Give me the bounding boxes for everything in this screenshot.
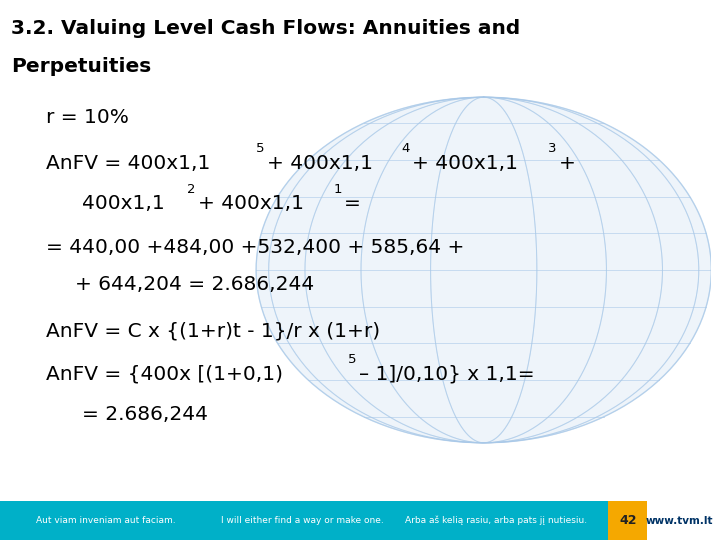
Text: = 440,00 +484,00 +532,400 + 585,64 +: = 440,00 +484,00 +532,400 + 585,64 +: [46, 238, 464, 256]
Text: 5: 5: [348, 353, 357, 366]
Text: 4: 4: [402, 142, 410, 155]
Text: AnFV = 400x1,1: AnFV = 400x1,1: [46, 154, 211, 173]
Text: 400x1,1: 400x1,1: [82, 194, 165, 213]
Text: Arba aš kelią rasiu, arba pats jį nutiesiu.: Arba aš kelią rasiu, arba pats jį nuties…: [405, 516, 588, 525]
Text: +: +: [559, 154, 575, 173]
Text: r = 10%: r = 10%: [46, 108, 129, 127]
Text: + 400x1,1: + 400x1,1: [266, 154, 373, 173]
Text: Perpetuities: Perpetuities: [11, 57, 151, 76]
Text: Aut viam inveniam aut faciam.: Aut viam inveniam aut faciam.: [35, 516, 175, 525]
Bar: [647, 501, 711, 540]
Text: + 400x1,1: + 400x1,1: [198, 194, 304, 213]
Text: AnFV = {400x [(1+0,1): AnFV = {400x [(1+0,1): [46, 364, 283, 383]
Text: 2: 2: [187, 183, 196, 195]
Text: 3: 3: [548, 142, 556, 155]
Text: AnFV = C x {(1+r)t - 1}/r x (1+r): AnFV = C x {(1+r)t - 1}/r x (1+r): [46, 321, 380, 340]
Circle shape: [256, 97, 711, 443]
Text: + 644,204 = 2.686,244: + 644,204 = 2.686,244: [75, 275, 314, 294]
Text: 5: 5: [256, 142, 264, 155]
Text: + 400x1,1: + 400x1,1: [413, 154, 518, 173]
Text: 1: 1: [333, 183, 342, 195]
Text: 42: 42: [619, 514, 636, 527]
Text: I will either find a way or make one.: I will either find a way or make one.: [220, 516, 383, 525]
Text: – 1]/0,10} x 1,1=: – 1]/0,10} x 1,1=: [359, 364, 535, 383]
Text: www.tvm.lt: www.tvm.lt: [646, 516, 713, 525]
Text: = 2.686,244: = 2.686,244: [82, 405, 208, 424]
Text: =: =: [344, 194, 361, 213]
Bar: [0, 501, 608, 540]
Text: 3.2. Valuing Level Cash Flows: Annuities and: 3.2. Valuing Level Cash Flows: Annuities…: [11, 19, 520, 38]
Bar: [608, 501, 647, 540]
